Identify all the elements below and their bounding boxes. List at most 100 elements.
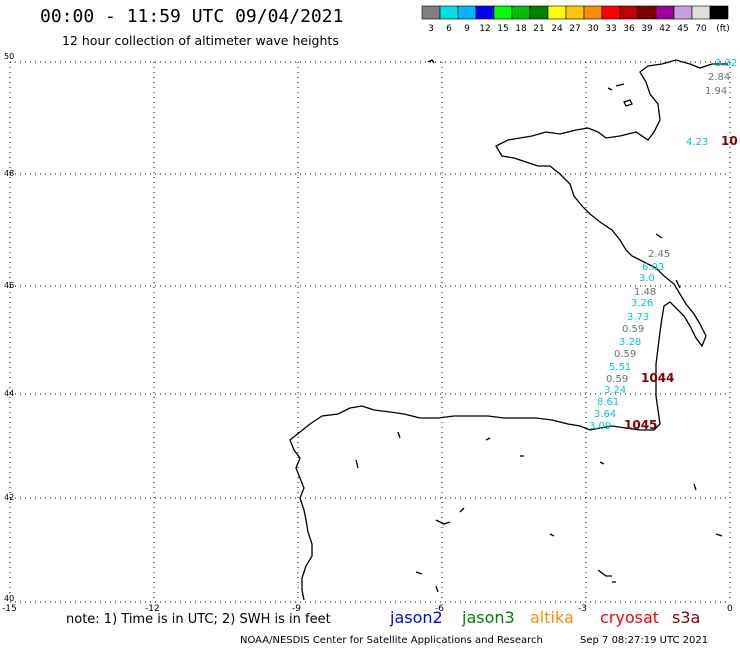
island-6 bbox=[675, 279, 681, 289]
map-subtitle: 12 hour collection of altimeter wave hei… bbox=[62, 33, 339, 48]
legend-label: 24 bbox=[551, 24, 563, 34]
island-1 bbox=[427, 59, 435, 64]
legend-swatch bbox=[709, 5, 729, 20]
wave-height-label: 3.09 bbox=[589, 421, 611, 432]
wave-height-label: 3.73 bbox=[627, 312, 649, 323]
wave-height-label: 2.84 bbox=[708, 72, 730, 83]
legend-swatch bbox=[601, 5, 621, 20]
legend-swatches bbox=[421, 5, 729, 20]
legend-label: 9 bbox=[464, 24, 470, 34]
island-8 bbox=[355, 459, 359, 469]
color-legend: 3 6 9 12 15 18 21 24 27 30 33 36 39 42 45 70 (ft) bbox=[421, 5, 730, 34]
legend-label: 27 bbox=[569, 24, 580, 34]
legend-label: 6 bbox=[446, 24, 452, 34]
wave-height-label: 1045 bbox=[624, 418, 657, 432]
y-tick-label: 40 bbox=[4, 594, 14, 603]
island-13 bbox=[597, 569, 612, 577]
legend-swatch bbox=[511, 5, 531, 20]
satellite-altika: altika bbox=[530, 608, 574, 627]
wave-height-label: 2.45 bbox=[648, 249, 670, 260]
y-tick-label: 42 bbox=[4, 493, 14, 502]
generation-timestamp: Sep 7 08:27:19 UTC 2021 bbox=[580, 635, 709, 646]
y-tick-label: 50 bbox=[4, 52, 14, 61]
legend-swatch bbox=[493, 5, 513, 20]
x-tick-label: -6 bbox=[435, 604, 444, 614]
legend-swatch bbox=[565, 5, 585, 20]
wave-height-label: 0.59 bbox=[622, 324, 644, 335]
legend-swatch bbox=[691, 5, 711, 20]
island-20 bbox=[485, 437, 491, 441]
legend-label: 30 bbox=[587, 24, 599, 34]
island-4 bbox=[607, 87, 613, 91]
coastline-france-atlantic bbox=[289, 59, 728, 601]
legend-swatch bbox=[547, 5, 567, 20]
legend-label: 15 bbox=[497, 24, 508, 34]
wave-height-label: 1044 bbox=[641, 371, 674, 385]
wave-height-label: 10 bbox=[721, 134, 738, 148]
legend-label: 21 bbox=[533, 24, 544, 34]
wave-height-label: 4.23 bbox=[686, 137, 708, 148]
legend-labels: 3 6 9 12 15 18 21 24 27 30 33 36 39 42 45 70 (ft) bbox=[428, 24, 730, 34]
axis-ticks: -15 -12 -9 -6 -3 0 50 48 46 44 42 40 bbox=[2, 52, 733, 614]
island-19 bbox=[599, 461, 605, 465]
island-7 bbox=[397, 431, 401, 439]
wave-height-label: 1.94 bbox=[705, 86, 727, 97]
legend-swatch bbox=[619, 5, 639, 20]
island-2 bbox=[623, 99, 633, 107]
legend-label: (ft) bbox=[716, 24, 730, 34]
wave-height-label: 8.61 bbox=[597, 397, 619, 408]
footer-note: note: 1) Time is in UTC; 2) SWH is in fe… bbox=[66, 612, 331, 627]
legend-label: 39 bbox=[641, 24, 653, 34]
island-10 bbox=[459, 507, 465, 513]
x-tick-label: -15 bbox=[2, 604, 17, 614]
legend-label: 36 bbox=[623, 24, 635, 34]
island-17 bbox=[693, 483, 697, 491]
legend-swatch bbox=[637, 5, 657, 20]
legend-swatch bbox=[655, 5, 675, 20]
wave-height-label: 1.48 bbox=[634, 287, 656, 298]
legend-swatch bbox=[457, 5, 477, 20]
wave-height-label: 3.26 bbox=[631, 298, 653, 309]
legend-swatch bbox=[583, 5, 603, 20]
wave-height-label: 3.28 bbox=[619, 337, 641, 348]
wave-height-label: 3.64 bbox=[594, 409, 616, 420]
y-tick-label: 46 bbox=[4, 281, 14, 290]
legend-label: 3 bbox=[428, 24, 434, 34]
wave-height-label: 3.24 bbox=[604, 385, 626, 396]
satellite-jason3: jason3 bbox=[462, 608, 515, 627]
legend-label: 70 bbox=[695, 24, 707, 34]
coastline bbox=[289, 59, 728, 601]
island-16 bbox=[715, 533, 723, 537]
legend-swatch bbox=[475, 5, 495, 20]
island-9 bbox=[435, 519, 451, 525]
y-tick-label: 48 bbox=[4, 169, 14, 178]
wave-height-label: 5.51 bbox=[609, 362, 631, 373]
wave-height-readings: 3.32 2.84 1.94 4.23 10 2.45 6.033.0 1.483.26 3.7… bbox=[589, 58, 738, 432]
island-3 bbox=[615, 83, 625, 87]
wave-height-label: 6.03 bbox=[642, 262, 664, 273]
legend-swatch bbox=[673, 5, 693, 20]
satellite-jason2: jason2 bbox=[390, 608, 443, 627]
lat-lon-grid bbox=[9, 61, 731, 603]
legend-label: 42 bbox=[659, 24, 670, 34]
island-11 bbox=[415, 571, 423, 575]
island-12 bbox=[435, 585, 439, 593]
legend-swatch bbox=[421, 5, 441, 20]
legend-label: 12 bbox=[479, 24, 490, 34]
x-tick-label: 0 bbox=[727, 604, 733, 614]
legend-label: 33 bbox=[605, 24, 616, 34]
x-tick-label: -9 bbox=[292, 604, 301, 614]
legend-label: 45 bbox=[677, 24, 688, 34]
legend-swatch bbox=[529, 5, 549, 20]
x-tick-label: -12 bbox=[145, 604, 160, 614]
map-title: 00:00 - 11:59 UTC 09/04/2021 bbox=[40, 6, 344, 27]
island-5 bbox=[655, 233, 663, 239]
wave-height-label: 0.59 bbox=[614, 349, 636, 360]
satellite-s3a: s3a bbox=[672, 608, 701, 627]
island-15 bbox=[549, 533, 555, 537]
satellite-cryosat: cryosat bbox=[600, 608, 660, 627]
credit-line: NOAA/NESDIS Center for Satellite Applica… bbox=[240, 635, 543, 646]
y-tick-label: 44 bbox=[4, 389, 14, 398]
